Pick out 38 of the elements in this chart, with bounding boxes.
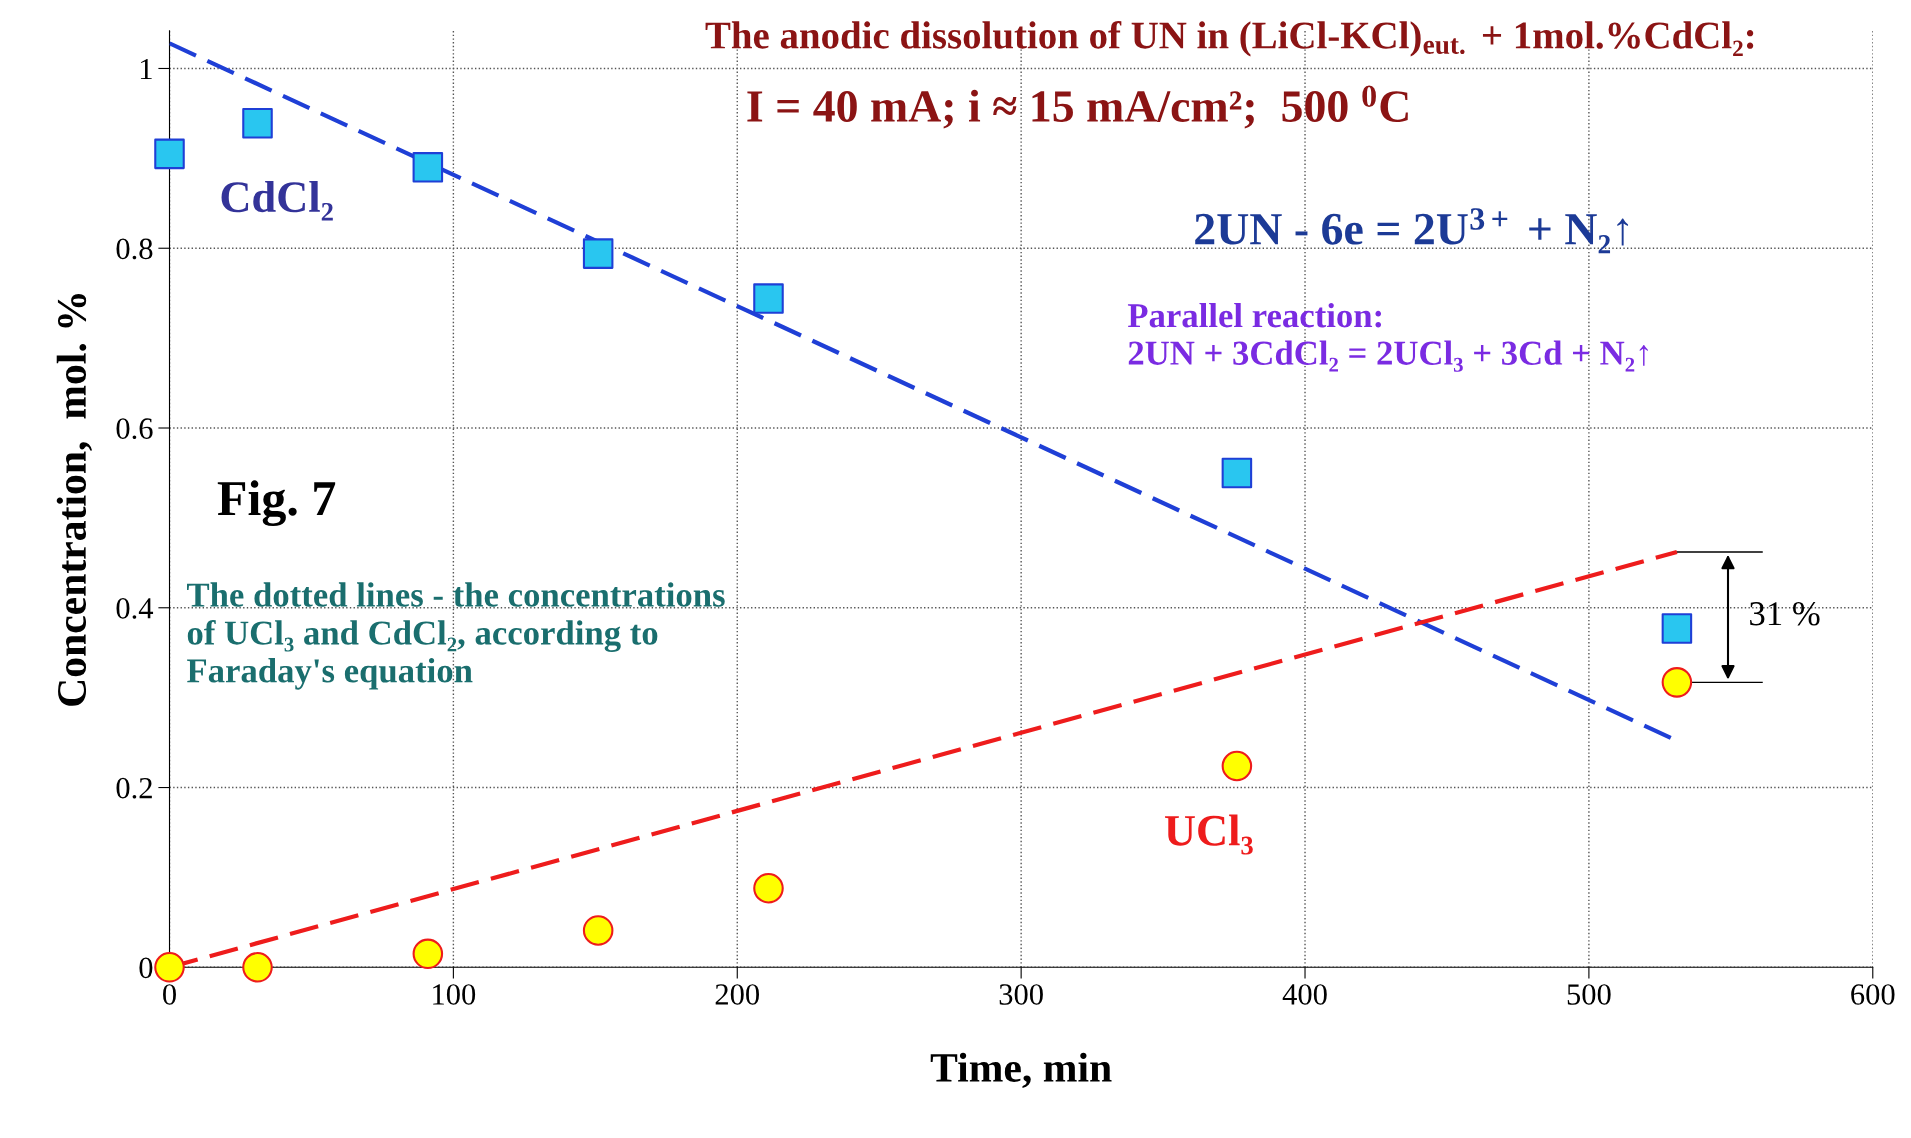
y-tick-label: 0.4 [116, 598, 154, 619]
point [1221, 750, 1253, 782]
point [582, 915, 614, 946]
chart-title: The anodic dissolution of UN in (LiCl-KCl)$_{eut.}$ + 1mol.%CdCl₂: [705, 20, 1754, 57]
annotation: 31 % [1750, 602, 1820, 626]
x-axis-title: Time, min [930, 1052, 1112, 1089]
point [412, 938, 444, 970]
point [412, 152, 444, 183]
series-label: UCl₃ [1165, 814, 1253, 855]
x-tick-label: 200 [715, 984, 760, 1005]
y-tick-label: 1 [140, 58, 152, 80]
annotation: 2UN - 6e = 2U$^{3+}$ + N₂↑ [1195, 208, 1629, 254]
point [582, 238, 614, 269]
x-tick-label: 400 [1282, 984, 1327, 1005]
x-tick-label: 100 [433, 984, 476, 1005]
y-tick-label: 0.6 [116, 418, 153, 440]
point [753, 872, 784, 904]
series-label: CdCl₂ [221, 180, 333, 221]
y-tick-label: 0 [139, 957, 153, 979]
point [154, 952, 185, 983]
x-tick-label: 500 [1567, 984, 1611, 1005]
x-tick-label: 300 [999, 984, 1043, 1005]
y-axis-title: Concentration, mol. % [56, 294, 93, 706]
point [154, 138, 185, 170]
annotation: The dotted lines - the concentrations of UCl₃ and CdCl₂, according to Faraday's equation [187, 582, 725, 690]
x-tick-label: 0 [163, 984, 176, 1005]
text: I = 40 mA; i ≈ 15 mA/cm²; 500 $^{0}$C [747, 85, 1408, 129]
point [242, 952, 273, 983]
point [753, 283, 784, 314]
point [242, 108, 273, 139]
annotation: Parallel reaction: 2UN + 3CdCl₂ = 2UCl₃ + 3Cd + N₂↑ [1127, 303, 1648, 372]
y-tick-label: 0.2 [116, 777, 152, 799]
y-tick-label: 0.8 [116, 238, 153, 260]
point [1221, 457, 1253, 489]
annotation: Fig. 7 [217, 480, 336, 527]
x-tick-label: 600 [1851, 984, 1895, 1005]
point [1661, 667, 1693, 698]
point [1661, 613, 1693, 644]
